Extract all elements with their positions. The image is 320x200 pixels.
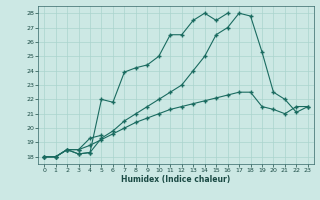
X-axis label: Humidex (Indice chaleur): Humidex (Indice chaleur) [121, 175, 231, 184]
